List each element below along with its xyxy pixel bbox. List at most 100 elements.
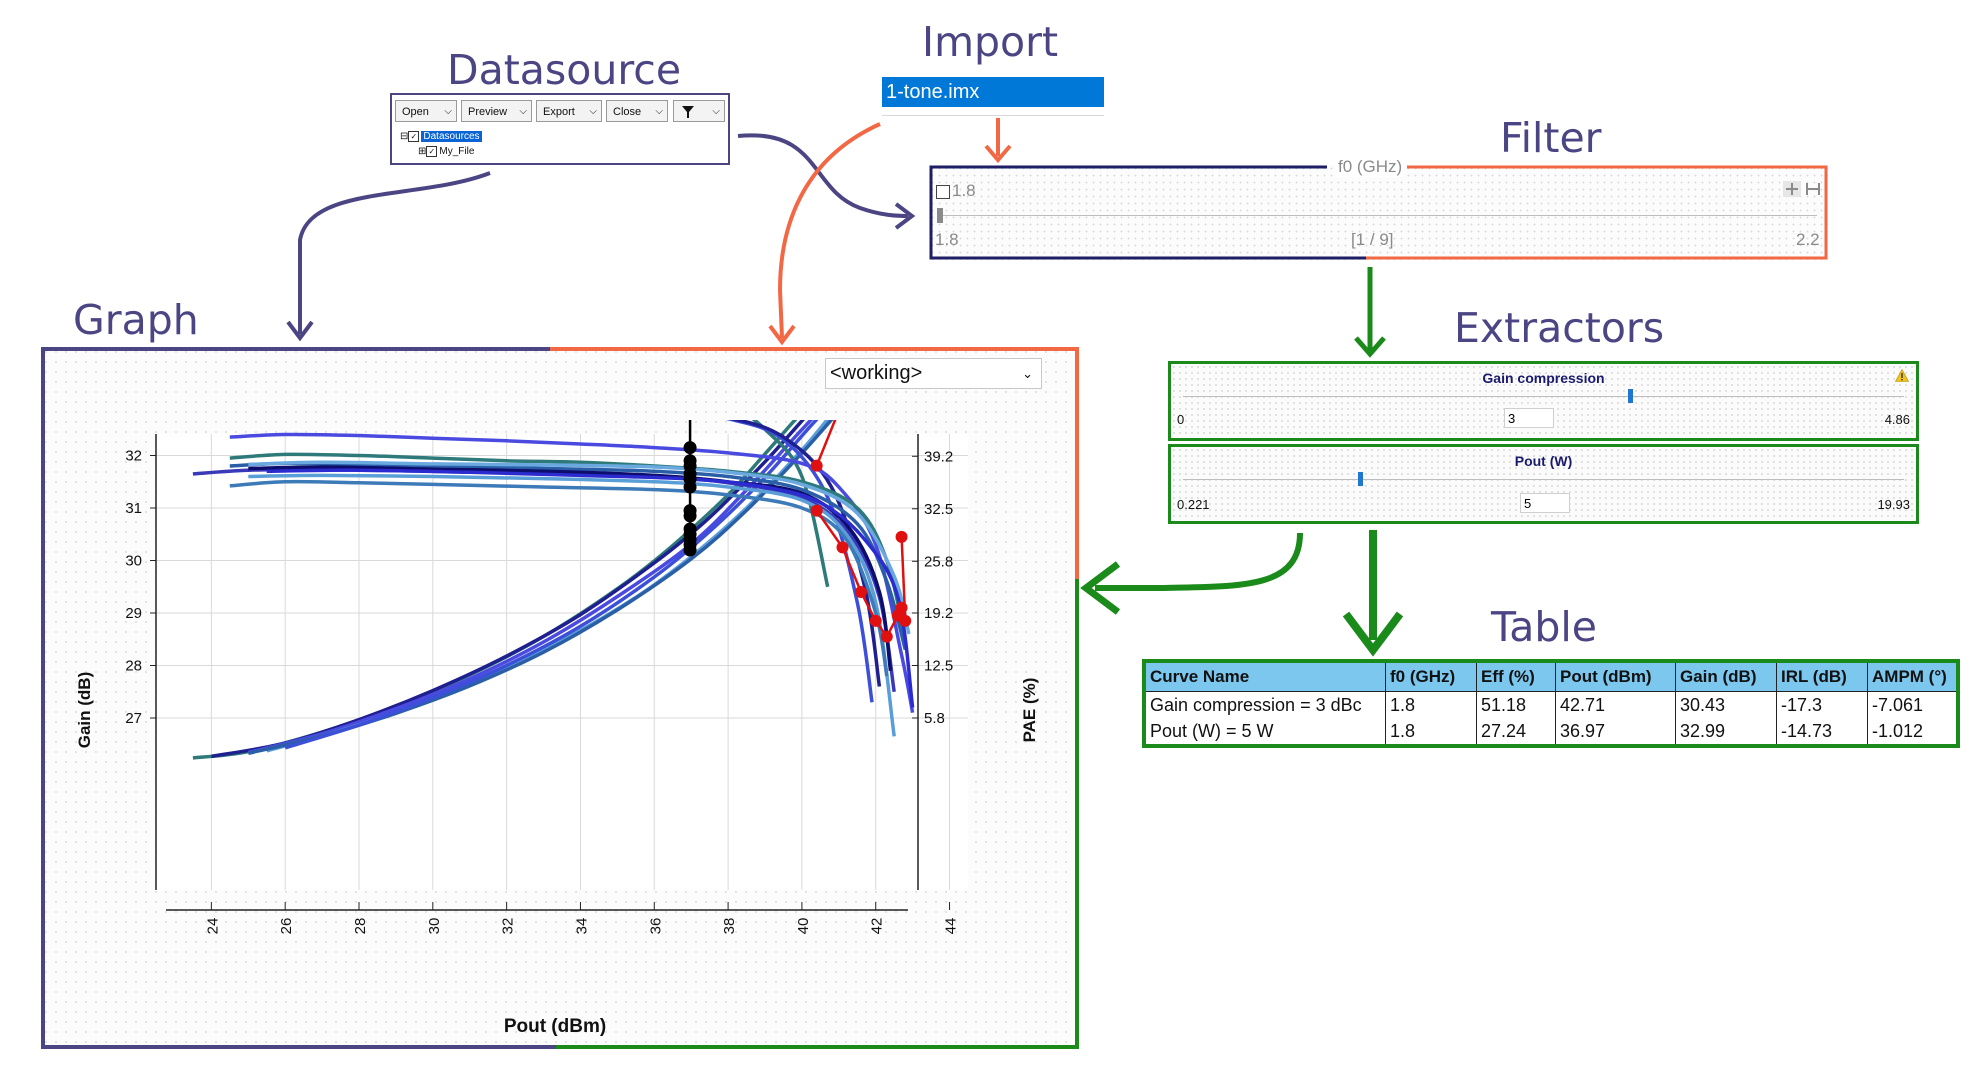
y-tick-label: 29 (125, 605, 142, 622)
chevron-down-icon: ⌵ (519, 106, 527, 117)
y2-tick-label: 19.2 (924, 605, 953, 622)
open-dropdown-button[interactable]: Open ⌵ (395, 100, 457, 122)
column-header[interactable]: IRL (dB) (1776, 660, 1868, 692)
gain-series-line (266, 468, 915, 708)
filter-title: Filter (1500, 114, 1602, 162)
extractor-value-input[interactable]: 3 (1504, 408, 1554, 428)
checkbox-checked[interactable]: ✓ (408, 131, 420, 142)
extractor-min: 0 (1177, 412, 1185, 427)
preview-dropdown-button[interactable]: Preview ⌵ (461, 100, 532, 122)
gain-pae-chart: 242628303234363840424427282930313233345.… (75, 420, 1039, 1037)
chevron-down-icon: ⌵ (444, 106, 452, 117)
warning-icon[interactable] (1895, 369, 1909, 382)
pae-compression-track-point (810, 459, 823, 472)
pout-marker-point (683, 543, 697, 557)
extractor-slider-track[interactable] (1183, 396, 1904, 397)
table-cell: Gain compression = 3 dBc (1150, 694, 1362, 715)
y2-tick-label: 5.8 (924, 710, 945, 727)
x-tick-label: 40 (795, 918, 812, 935)
table-row[interactable]: Gain compression = 3 dBc 1.8 51.18 42.71… (1144, 691, 1958, 718)
table-cell: 42.71 (1555, 691, 1676, 718)
gain-series-line (248, 465, 893, 672)
table-cell: 32.99 (1675, 718, 1777, 746)
datasource-panel: Open ⌵ Preview ⌵ Export ⌵ Close ⌵ ⌵ ⊟ ✓ Dataso… (390, 93, 730, 165)
import-field-underline (882, 107, 1104, 116)
table-cell: -1.012 (1867, 718, 1958, 746)
graph-title: Graph (73, 296, 199, 344)
gain-series-line (248, 460, 911, 635)
table-cell: 30.43 (1675, 691, 1777, 718)
extractor-slider-thumb[interactable] (1627, 389, 1633, 403)
preview-label: Preview (468, 106, 508, 118)
range-handles-icon[interactable] (1805, 181, 1821, 197)
filter-slider-thumb[interactable] (937, 208, 943, 223)
add-range-icon[interactable] (1783, 181, 1801, 197)
chevron-down-icon: ⌵ (655, 106, 663, 117)
tree-child-label: My_File (439, 146, 475, 158)
table-header-row: Curve Name f0 (GHz) Eff (%) Pout (dBm) G… (1143, 660, 1959, 692)
column-header[interactable]: f0 (GHz) (1385, 660, 1477, 692)
close-dropdown-button[interactable]: Close ⌵ (606, 100, 668, 122)
table-row[interactable]: Pout (W) = 5 W 1.8 27.24 36.97 32.99 -14… (1144, 718, 1958, 746)
x-tick-label: 34 (573, 918, 590, 935)
extractor-pout: Pout (W) 0.221 5 19.93 (1168, 444, 1919, 524)
x-tick-label: 28 (352, 918, 369, 935)
table-cell: -7.061 (1867, 691, 1958, 718)
table-title: Table (1491, 603, 1598, 651)
filter-panel: f0 (GHz) 1.8 1.8 [1 / 9] 2.2 (929, 157, 1828, 260)
export-dropdown-button[interactable]: Export ⌵ (536, 100, 602, 122)
import-file-item[interactable]: 1-tone.imx (882, 77, 1104, 107)
import-title: Import (922, 18, 1059, 66)
x-tick-label: 38 (721, 918, 738, 935)
column-header[interactable]: AMPM (°) (1867, 660, 1959, 692)
x-tick-label: 32 (500, 918, 517, 935)
extractor-value-input[interactable]: 5 (1520, 493, 1570, 513)
column-header[interactable]: Eff (%) (1476, 660, 1556, 692)
collapse-icon[interactable]: ⊟ (400, 131, 409, 143)
chevron-down-icon: ⌵ (589, 106, 597, 117)
pout-marker-point (683, 509, 697, 523)
extractor-max: 19.93 (1877, 497, 1910, 512)
expand-icon[interactable]: ⊞ (418, 146, 427, 158)
y-tick-label: 30 (125, 553, 142, 570)
extractor-name: Pout (W) (1514, 453, 1573, 469)
extractor-slider-thumb[interactable] (1358, 472, 1364, 486)
tree-root-row[interactable]: ⊟ ✓ Datasources (400, 131, 482, 143)
filter-max-label: 2.2 (1796, 230, 1820, 249)
column-header[interactable]: Curve Name (1143, 660, 1386, 692)
filter-min-label: 1.8 (935, 230, 959, 249)
gain-compression-track-point (895, 530, 908, 543)
chevron-down-icon: ⌵ (712, 106, 720, 117)
filter-dropdown-button[interactable]: ⌵ (673, 100, 725, 122)
table-cell: -14.73 (1776, 718, 1868, 746)
working-value: <working> (830, 362, 923, 384)
extractor-max: 4.86 (1884, 412, 1910, 427)
y-tick-label: 28 (125, 658, 142, 675)
column-header[interactable]: Gain (dB) (1675, 660, 1777, 692)
pout-marker-point (683, 480, 697, 494)
x-tick-label: 42 (869, 918, 886, 935)
checkbox-checked[interactable]: ✓ (426, 146, 438, 157)
filter-slider-track[interactable] (937, 215, 1817, 216)
working-dropdown[interactable]: <working> ⌄ (825, 358, 1042, 389)
gain-compression-track-point (880, 630, 893, 643)
y2-tick-label: 12.5 (924, 658, 953, 675)
x-tick-label: 24 (204, 918, 221, 935)
arrow-import-graph (777, 122, 881, 339)
filter-checkbox[interactable] (936, 185, 950, 199)
gain-series-line (725, 420, 874, 703)
y-tick-label: 27 (125, 710, 142, 727)
arrow-datasource-filter (737, 133, 909, 218)
gain-series-line (229, 432, 915, 714)
y-axis-label: Gain (dB) (75, 672, 94, 749)
x-axis-label: Pout (dBm) (504, 1016, 606, 1037)
gridlines (156, 434, 968, 890)
extractor-slider-track[interactable] (1183, 479, 1904, 480)
gain-series-line (248, 473, 896, 737)
column-header[interactable]: Pout (dBm) (1555, 660, 1676, 692)
tree-child-row[interactable]: ⊞ ✓ My_File (418, 146, 474, 157)
gain-series-line (229, 452, 908, 640)
pae-series-line (211, 420, 806, 759)
gain-compression-track-point (836, 541, 849, 554)
gain-compression-track-point (895, 601, 908, 614)
